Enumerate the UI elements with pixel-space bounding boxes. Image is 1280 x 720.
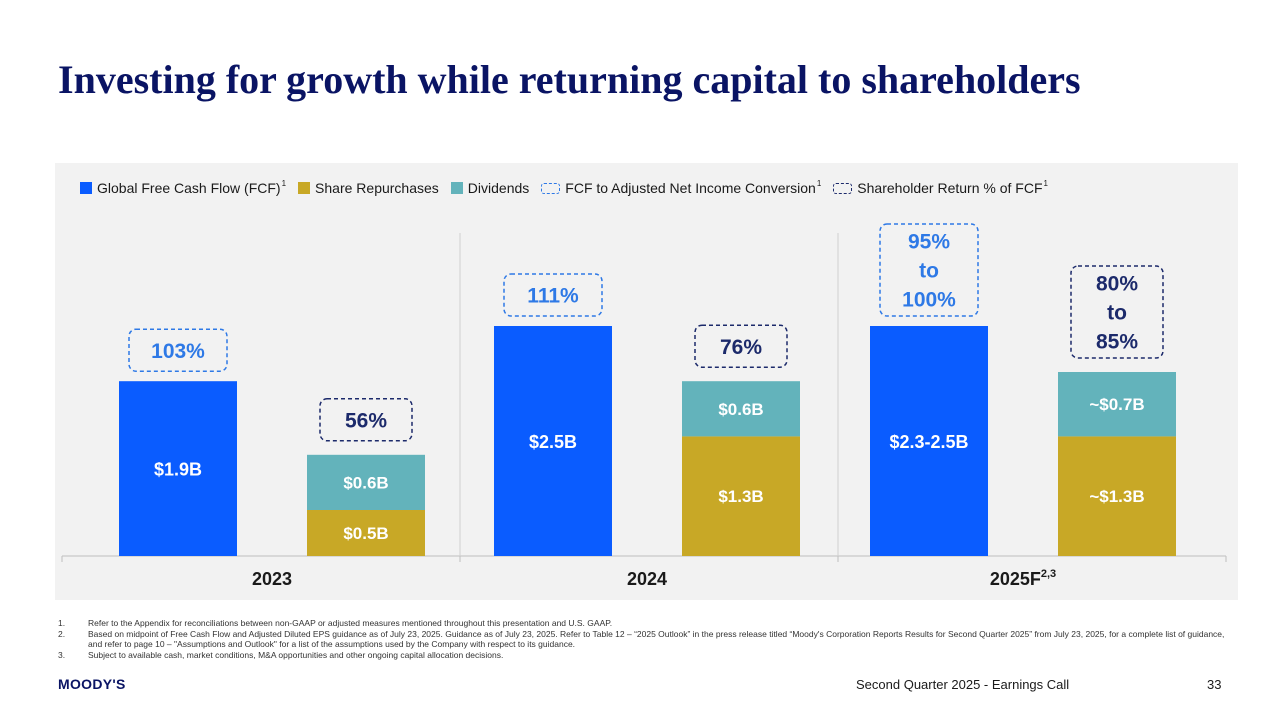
dividends-bar [1058, 372, 1176, 437]
shareholder-return-label: 85% [1096, 331, 1138, 354]
fcf-bar [870, 326, 988, 556]
legend-item: Global Free Cash Flow (FCF) 1 [80, 178, 287, 196]
repurchases-bar-label: $0.5B [343, 524, 388, 543]
footnote: 3. Subject to available cash, market cond… [58, 650, 1238, 661]
chart-legend: Global Free Cash Flow (FCF) 1 Share Repurc… [80, 178, 1060, 198]
dividends-bar-label: $0.6B [718, 400, 763, 419]
footnote-text: Based on midpoint of Free Cash Flow and … [88, 628, 1225, 650]
legend-item: Shareholder Return % of FCF 1 [833, 178, 1048, 196]
footer-event: Second Quarter 2025 - Earnings Call [856, 677, 1070, 692]
page-number: 33 [1207, 677, 1222, 692]
fcf-bar-label: $1.9B [154, 460, 202, 480]
repurchases-swatch [298, 182, 311, 194]
dividends-bar-label: ~$0.7B [1089, 395, 1144, 414]
fcf-conversion-box [879, 223, 979, 317]
shareholder-return-box [694, 324, 788, 368]
legend-label: Shareholder Return % of FCF [857, 180, 1043, 196]
legend-label: Share Repurchases [315, 180, 439, 196]
shareholder-return-label: 80% [1096, 273, 1138, 296]
footnote: 1. Refer to the Appendix for reconciliati… [58, 618, 1238, 629]
dividends-swatch [450, 182, 463, 194]
shareholder-return-label: 76% [720, 336, 762, 359]
fcf-swatch [80, 182, 92, 194]
fcf-conversion-box [503, 273, 603, 317]
x-tick-label: 2023 [252, 569, 292, 589]
dividends-bar-label: $0.6B [343, 473, 388, 492]
footnote-number: 1. [58, 618, 66, 628]
fcf-conversion-box [128, 328, 228, 372]
legend-footnote-ref: 1 [1043, 178, 1048, 188]
legend-footnote-ref: 1 [816, 178, 822, 188]
shareholder-return-box [319, 398, 413, 442]
footnote-text: Refer to the Appendix for reconciliation… [88, 618, 613, 628]
conversion-dashed-swatch [541, 182, 561, 194]
legend-item: FCF to Adjusted Net Income Conversion 1 [541, 178, 822, 196]
x-tick-footnote-ref: 2,3 [1041, 568, 1056, 580]
fcf-conversion-label: 111% [527, 285, 579, 308]
fcf-conversion-label: 100% [902, 289, 956, 312]
fcf-bar [119, 381, 237, 556]
x-tick-label: 2024 [627, 569, 667, 589]
dividends-bar [682, 381, 800, 437]
legend-item: Dividends [450, 180, 530, 196]
footnote-number: 3. [58, 649, 66, 660]
fcf-conversion-label: to [919, 260, 939, 283]
fcf-conversion-label: 103% [151, 340, 205, 363]
repurchases-bar [682, 436, 800, 556]
fcf-bar-label: $2.3-2.5B [889, 432, 968, 452]
x-tick-label: 2025F2,3 [990, 568, 1056, 589]
legend-label: FCF to Adjusted Net Income Conversion [565, 180, 816, 196]
legend-label: Dividends [467, 180, 530, 196]
repurchases-bar-label: $1.3B [718, 487, 763, 506]
legend-footnote-ref: 1 [281, 178, 287, 188]
shareholder-return-label: 56% [345, 409, 387, 432]
footnote-text: Subject to available cash, market condit… [88, 649, 504, 660]
repurchases-bar-label: ~$1.3B [1089, 487, 1144, 506]
footnote-number: 2. [58, 628, 66, 639]
fcf-bar [494, 326, 612, 556]
page-title: Investing for growth while returning cap… [58, 57, 1081, 102]
repurchases-bar [307, 510, 425, 556]
dividends-bar [307, 454, 425, 510]
legend-item: Share Repurchases [298, 180, 439, 196]
shareholder-return-label: to [1107, 302, 1127, 325]
moodys-logo: MOODY'S [58, 676, 126, 692]
footnote: 2. Based on midpoint of Free Cash Flow an… [58, 629, 1238, 650]
chart-panel [55, 163, 1238, 600]
legend-label: Global Free Cash Flow (FCF) [97, 180, 281, 196]
shareholder-return-box [1070, 265, 1164, 359]
fcf-bar-label: $2.5B [529, 432, 577, 452]
footnotes: 1. Refer to the Appendix for reconciliati… [58, 618, 1238, 660]
repurchases-bar [1058, 436, 1176, 556]
return-dashed-swatch [833, 182, 853, 194]
fcf-conversion-label: 95% [908, 231, 950, 254]
